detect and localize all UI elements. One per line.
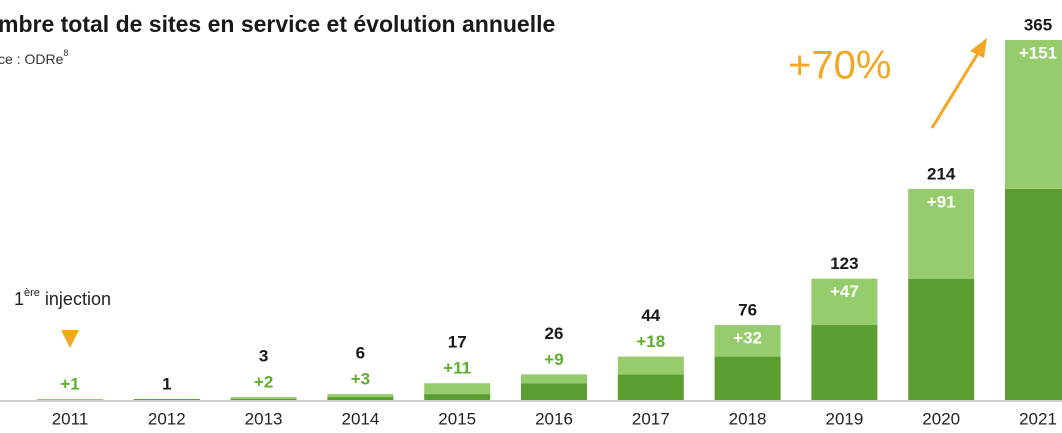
total-label: 1 <box>162 374 171 393</box>
first-pre: 1 <box>14 289 24 309</box>
total-label: 3 <box>259 347 268 366</box>
increase-label: +11 <box>443 359 471 378</box>
x-tick-label: 2020 <box>922 409 960 428</box>
increase-label: +1 <box>60 374 79 393</box>
first-sup: ère <box>24 287 40 299</box>
x-tick-label: 2014 <box>341 409 379 428</box>
total-label: 365 <box>1024 15 1052 34</box>
growth-arrow <box>930 49 982 129</box>
bar-segment <box>1005 188 1062 400</box>
bar-segment <box>908 188 975 279</box>
x-tick-label: 2011 <box>52 409 89 428</box>
increase-label: +91 <box>927 192 956 211</box>
x-tick-label: 2016 <box>535 409 573 428</box>
increase-label: +9 <box>544 350 563 369</box>
source-note: 8 <box>63 48 68 58</box>
first-marker <box>61 330 79 348</box>
growth-label: +70% <box>788 44 891 88</box>
bar-segment <box>617 374 684 400</box>
source-text: ce : ODRe <box>0 51 64 67</box>
first-post: injection <box>40 289 111 309</box>
bar-segment <box>521 383 587 400</box>
x-tick-label: 2013 <box>245 409 283 428</box>
source: ce : ODRe8 <box>0 48 68 66</box>
bar-segment <box>521 374 587 384</box>
total-label: 17 <box>448 333 467 352</box>
bar-segment <box>230 397 297 400</box>
x-tick-label: 2018 <box>729 409 767 428</box>
bar-segment <box>908 278 975 400</box>
increase-label: +47 <box>830 282 859 301</box>
bar-segment <box>714 325 781 357</box>
bar-segment <box>714 356 781 400</box>
total-label: 123 <box>830 254 858 273</box>
bar-segment <box>230 399 297 400</box>
bar-segment <box>811 325 878 400</box>
bar-segment <box>37 399 103 400</box>
increase-label: +32 <box>733 329 762 348</box>
total-label: 44 <box>641 306 660 325</box>
x-tick-label: 2017 <box>632 409 670 428</box>
bar-segment <box>327 397 394 400</box>
increase-label: +3 <box>351 370 370 389</box>
chart-title: mbre total de sites en service et évolut… <box>0 11 555 37</box>
bar-segment <box>811 278 878 326</box>
first-injection: 1ère injection <box>14 287 111 309</box>
bar-segment <box>617 356 684 375</box>
bar-segment <box>1005 40 1062 189</box>
x-tick-label: 2015 <box>438 409 476 428</box>
x-tick-label: 2019 <box>825 409 863 428</box>
total-label: 6 <box>356 344 365 363</box>
bar-segment <box>424 394 491 400</box>
total-label: 214 <box>927 164 956 183</box>
bar-segment <box>133 399 200 400</box>
increase-label: +18 <box>636 332 665 351</box>
x-tick-label: 2021 <box>1019 409 1057 428</box>
growth-arrow-head <box>970 38 987 58</box>
total-label: 26 <box>545 324 564 343</box>
bar-segment <box>327 394 394 398</box>
increase-label: +151 <box>1019 43 1057 62</box>
x-tick-label: 2012 <box>148 409 186 428</box>
total-label: 76 <box>738 301 757 320</box>
bar-segment <box>424 383 491 395</box>
increase-label: +2 <box>254 373 273 392</box>
